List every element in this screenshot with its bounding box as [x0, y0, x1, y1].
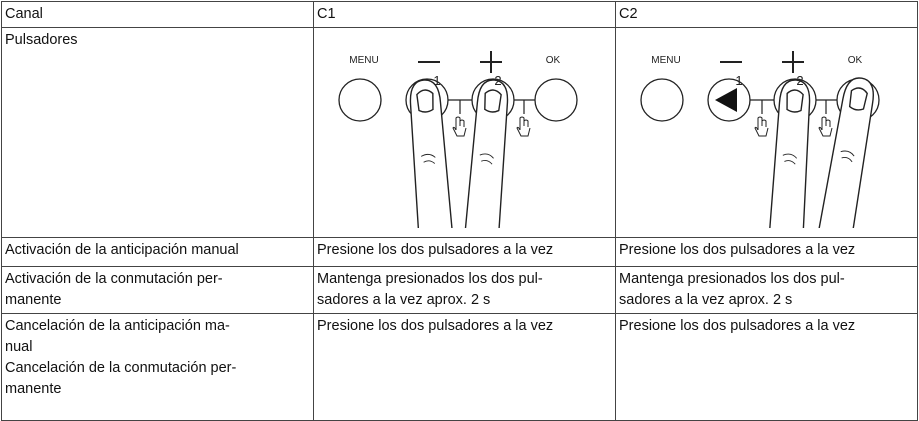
cell-text: sadores a la vez aprox. 2 s: [619, 292, 793, 308]
button-1-label: 1: [433, 73, 440, 88]
header-cell: C1: [313, 1, 616, 28]
table-row: Activación de la anticipación manual Pres…: [1, 237, 918, 267]
row-label-cell: Cancelación de la anticipación ma-nual Ca…: [1, 313, 314, 421]
button-illustration: MENU OK 1 2: [338, 51, 578, 237]
ok-label: OK: [848, 55, 863, 66]
table-row: Activación de la conmutación per-manente…: [1, 266, 918, 314]
cell: Presione los dos pulsadores a la vez: [313, 313, 616, 421]
menu-label: MENU: [651, 55, 680, 66]
cell-text: sadores a la vez aprox. 2 s: [317, 292, 491, 308]
cell: MENU OK 1 2: [615, 27, 918, 238]
row-label-cell: Pulsadores: [1, 27, 314, 238]
header-cell: C2: [615, 1, 918, 28]
cell: Mantenga presionados los dos pul-sadores…: [615, 266, 918, 314]
cell-text: Pulsadores: [5, 32, 78, 48]
cell: Presione los dos pulsadores a la vez: [615, 237, 918, 267]
header-cell: Canal: [1, 1, 314, 28]
cell-text: nual: [5, 339, 33, 355]
cell: MENU OK 1 2: [313, 27, 616, 238]
button-illustration: MENU OK 1 2: [640, 51, 881, 237]
ok-label: OK: [546, 55, 561, 66]
cell: Mantenga presionados los dos pul-sadores…: [313, 266, 616, 314]
cell-text: manente: [5, 292, 62, 308]
cell-text: Presione los dos pulsadores a la vez: [317, 242, 554, 258]
button-2-label: 2: [494, 73, 501, 88]
table-row: Canal C1 C2: [1, 1, 918, 28]
row-label-cell: Activación de la conmutación per-manente: [1, 266, 314, 314]
cell-text: Mantenga presionados los dos pul-: [317, 271, 543, 287]
cell-text: manente: [5, 381, 62, 397]
cell-text: Cancelación de la anticipación ma-: [5, 318, 230, 334]
cell-text: Presione los dos pulsadores a la vez: [317, 318, 554, 334]
cell-text: Activación de la conmutación per-: [5, 271, 223, 287]
cell: Presione los dos pulsadores a la vez: [313, 237, 616, 267]
cell-text: Presione los dos pulsadores a la vez: [619, 242, 856, 258]
row-label-cell: Activación de la anticipación manual: [1, 237, 314, 267]
table-row: Pulsadores MENU OK 1 2 MENU OK 1 2: [1, 27, 918, 238]
cell-text: Cancelación de la conmutación per-: [5, 360, 237, 376]
cell-text: Mantenga presionados los dos pul-: [619, 271, 845, 287]
cell-text: Activación de la anticipación manual: [5, 242, 239, 258]
table-row: Cancelación de la anticipación ma-nual Ca…: [1, 313, 918, 421]
cell: Presione los dos pulsadores a la vez: [615, 313, 918, 421]
button-2-label: 2: [796, 73, 803, 88]
cell-text: Presione los dos pulsadores a la vez: [619, 318, 856, 334]
menu-label: MENU: [349, 55, 378, 66]
button-1-label: 1: [735, 73, 742, 88]
